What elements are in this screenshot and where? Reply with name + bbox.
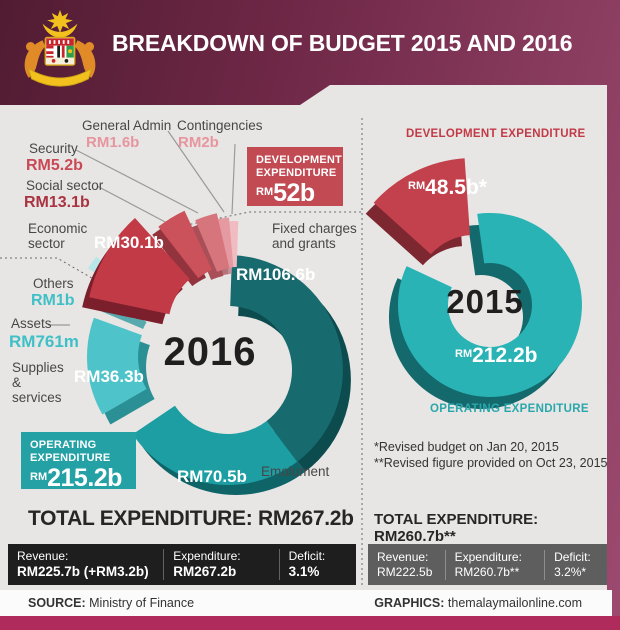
leader-line-security [75,149,199,214]
dev-box-value: 52b [273,179,315,208]
dev-box-line2: EXPENDITURE [256,166,337,179]
deficit-2015-label: Deficit: [554,549,591,564]
expenditure-2016-value: RM267.2b [173,563,237,579]
pie-segment [158,210,212,279]
deficit-2016-label: Deficit: [288,548,326,563]
expenditure-2016: Expenditure: RM267.2b [163,548,278,581]
pie-segment [195,213,230,272]
leader-line-contingencies [231,143,236,215]
deficit-2016-value: 3.1% [288,563,320,579]
operating-expenditure-box: OPERATING EXPENDITURE RM215.2b [21,432,136,493]
value-general-admin: RM1.6b [86,134,140,151]
footnote-2: **Revised figure provided on Oct 23, 201… [374,455,608,470]
value-others: RM1b [31,292,75,309]
label-others: Others [33,276,74,291]
total-2016-label: TOTAL EXPENDITURE: [28,507,253,530]
dev-2015-currency: RM [408,180,426,192]
label-contingencies: Contingencies [177,118,263,133]
expenditure-2015-label: Expenditure: [454,549,522,564]
leader-line-social [96,185,170,225]
value-economic-sector: RM30.1b [94,233,164,252]
value-security: RM5.2b [26,157,83,174]
graphics-value: themalaymailonline.com [447,596,582,610]
source-credit: SOURCE: Ministry of Finance [28,596,194,610]
source-label: SOURCE: [28,596,86,610]
graphics-label: GRAPHICS: [374,596,445,610]
op-2015-currency: RM [455,348,473,360]
footnotes: *Revised budget on Jan 20, 2015 **Revise… [374,440,607,471]
pie-segment [89,218,190,315]
op-box-currency: RM [30,471,48,484]
source-value: Ministry of Finance [89,596,195,610]
op-2015-value: 212.2b [472,344,538,367]
graphics-credit: GRAPHICS: themalaymailonline.com [374,596,582,610]
value-emolument: RM70.5b [177,467,247,486]
malaysia-coat-of-arms [24,9,96,87]
revenue-2015: Revenue: RM222.5b [368,550,445,580]
footnote-1: *Revised budget on Jan 20, 2015 [374,440,559,454]
op-box-line2: EXPENDITURE [30,451,111,464]
value-supplies-services: RM36.3b [74,367,144,386]
label-operating-2015: OPERATING EXPENDITURE [430,403,589,415]
label-general-admin: General Admin [82,118,172,133]
pie-segment [373,158,470,255]
summary-bar-2016: Revenue: RM225.7b (+RM3.2b) Expenditure:… [8,544,356,585]
footer: SOURCE: Ministry of Finance GRAPHICS: th… [0,590,612,616]
revenue-2016-label: Revenue: [17,548,69,563]
year-2015: 2015 [446,283,524,320]
label-fixed-charges: Fixed charges and grants [272,221,357,251]
op-box-value: 215.2b [47,464,122,493]
label-development-2015: DEVELOPMENT EXPENDITURE [406,128,586,140]
expenditure-2015-value: RM260.7b** [454,564,520,579]
revenue-2016: Revenue: RM225.7b (+RM3.2b) [8,549,163,581]
value-development-2015: RM48.5b* [408,176,487,200]
deficit-2016: Deficit: 3.1% [278,548,356,581]
bottom-accent-strip [0,616,620,630]
pie-segment [397,213,582,398]
value-operating-2015: RM212.2b [455,344,538,368]
dev-2015-value: 48.5b* [425,176,487,199]
value-assets: RM761m [9,332,79,351]
leader-line-general-admin [167,130,225,213]
expenditure-2015: Expenditure: RM260.7b** [444,549,545,580]
year-2016: 2016 [163,330,257,374]
pie-segment [230,255,343,462]
label-assets: Assets [11,316,52,331]
value-fixed-charges: RM106.6b [236,265,316,284]
op-box-line1: OPERATING [30,439,97,451]
dev-box-line1: DEVELOPMENT [256,154,342,166]
value-social-sector: RM13.1b [24,194,90,211]
page-title: BREAKDOWN OF BUDGET 2015 AND 2016 [112,30,573,56]
total-2015-value: RM260.7b** [374,528,456,545]
pie-segment [132,405,298,485]
revenue-2015-value: RM222.5b [377,564,433,579]
development-expenditure-box: DEVELOPMENT EXPENDITURE RM52b [247,147,343,208]
label-social-sector: Social sector [26,178,104,193]
deficit-2015: Deficit: 3.2%* [544,549,607,580]
total-2015-label: TOTAL EXPENDITURE: [374,511,539,528]
total-2016-value: RM267.2b [258,507,354,530]
deficit-2015-value: 3.2%* [554,564,587,579]
summary-bar-2015: Revenue: RM222.5b Expenditure: RM260.7b*… [368,544,607,585]
value-contingencies: RM2b [178,134,219,151]
total-expenditure-2015: TOTAL EXPENDITURE: RM260.7b** [374,511,620,545]
expenditure-2016-label: Expenditure: [173,548,241,563]
label-economic-sector: Economic sector [28,221,88,251]
revenue-2015-label: Revenue: [377,549,429,564]
label-supplies-services: Supplies & services [12,360,64,405]
dev-box-currency: RM [256,186,274,199]
revenue-2016-value: RM225.7b (+RM3.2b) [17,563,149,579]
label-emolument: Emolument [261,464,330,479]
label-security: Security [29,141,78,156]
pie-segment [86,317,147,415]
total-expenditure-2016: TOTAL EXPENDITURE: RM267.2b [28,507,354,531]
